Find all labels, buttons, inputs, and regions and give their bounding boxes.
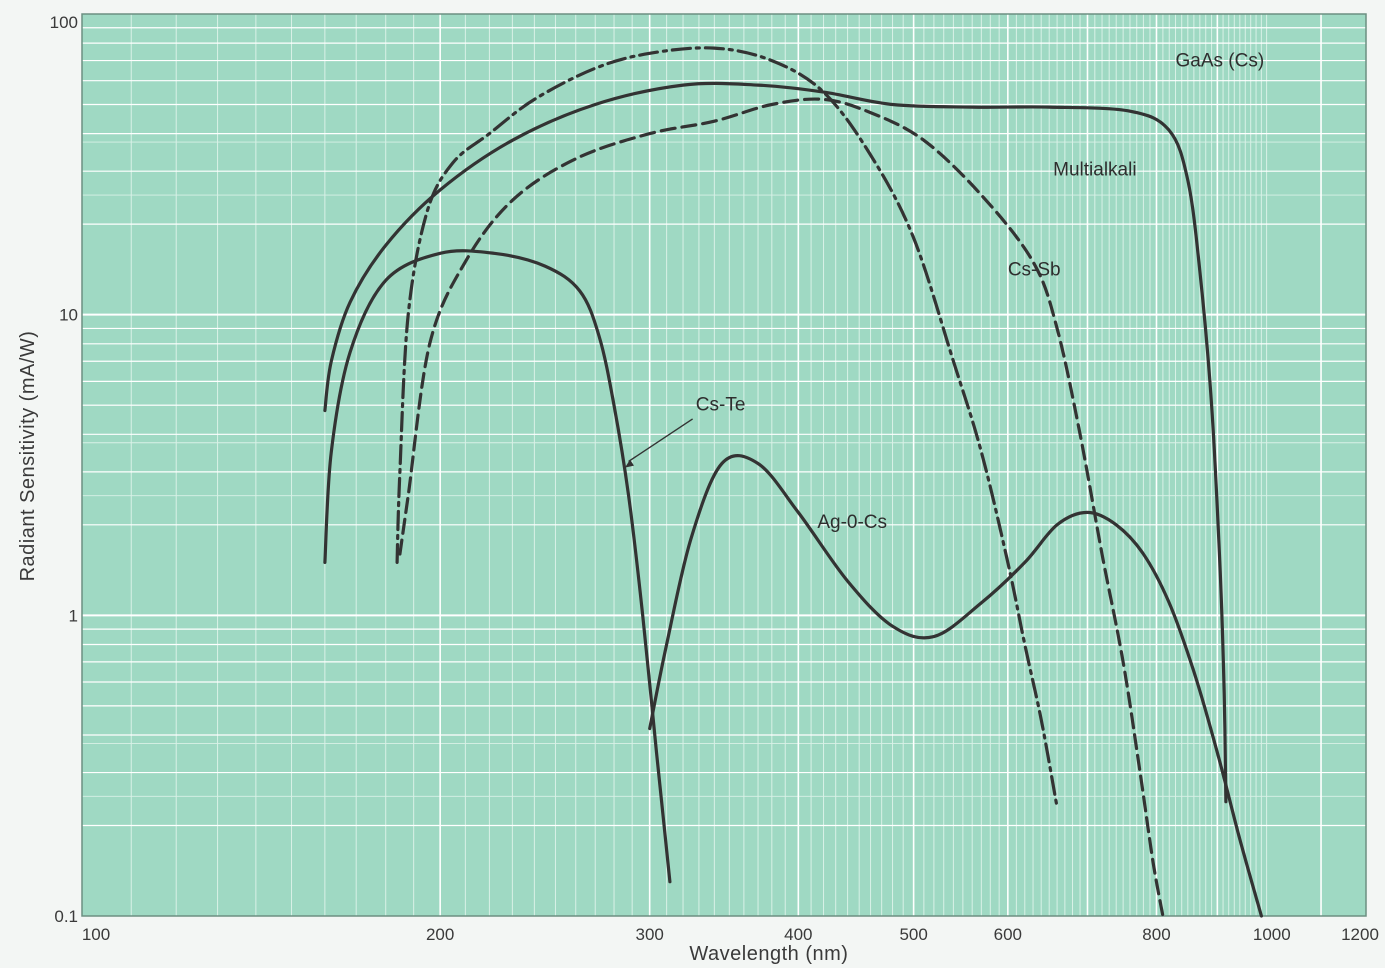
series-labels: GaAs (Cs) Multialkali Cs-Sb Cs-Te Ag-0-Cs — [624, 50, 1265, 533]
x-tick-label: 1000 — [1253, 925, 1291, 944]
x-tick-label: 600 — [994, 925, 1022, 944]
plot-frame — [81, 13, 1367, 917]
y-axis-title: Radiant Sensitivity (mA/W) — [17, 331, 39, 582]
series-line-ag-0-cs — [648, 454, 1263, 918]
series-label: Ag-0-Cs — [817, 512, 887, 533]
y-tick-label: 1 — [69, 606, 78, 625]
y-tick-label: 100 — [50, 13, 78, 32]
series-line-gaas-cs — [323, 81, 1228, 804]
grid-minor — [82, 14, 1366, 916]
tick-labels: 100 200 300 400 500 600 800 1000 1200 100 10 1 0.1 — [50, 13, 1379, 944]
x-tick-label: 100 — [82, 925, 110, 944]
series-label: Cs-Te — [696, 395, 746, 416]
y-tick-label: 0.1 — [54, 907, 78, 926]
series-line-cs-sb — [395, 46, 1059, 809]
cs-te-leader-line — [628, 418, 694, 463]
x-tick-label: 200 — [426, 925, 454, 944]
plot-area — [82, 14, 1366, 916]
series-line-multialkali — [398, 97, 1165, 918]
curves — [323, 46, 1263, 918]
x-axis-title: Wavelength (nm) — [689, 943, 848, 965]
series-label: Cs-Sb — [1008, 259, 1061, 280]
cs-te-leader-arrow — [624, 459, 634, 468]
x-tick-label: 300 — [635, 925, 663, 944]
grid-major — [82, 14, 1366, 916]
x-tick-label: 1200 — [1341, 925, 1379, 944]
series-line-cs-te — [323, 249, 672, 884]
series-label: Multialkali — [1053, 160, 1136, 181]
y-tick-label: 10 — [59, 306, 78, 325]
x-tick-label: 400 — [784, 925, 812, 944]
x-tick-label: 800 — [1142, 925, 1170, 944]
series-label: GaAs (Cs) — [1176, 50, 1265, 71]
x-tick-label: 500 — [899, 925, 927, 944]
